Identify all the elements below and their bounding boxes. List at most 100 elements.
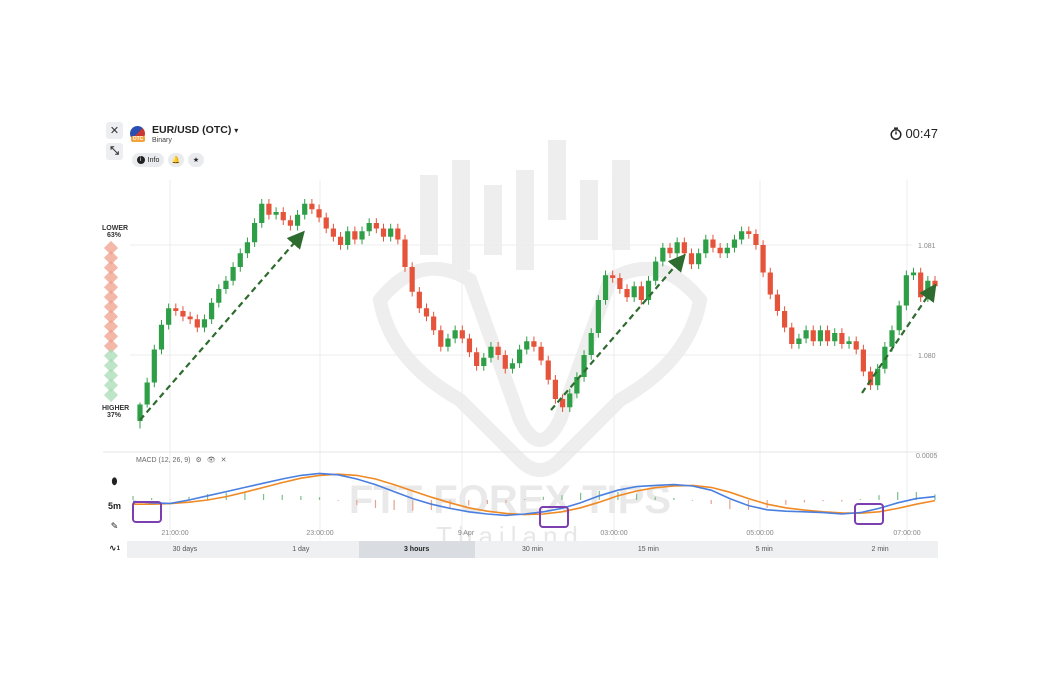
bull-candle [602,270,609,305]
close-icon[interactable]: ✕ [220,457,227,464]
candle-body [466,338,473,353]
indicators-icon[interactable]: ∿ 1 [109,543,120,553]
bull-candle [896,300,902,335]
bear-candle [173,303,179,316]
candle-body [724,247,730,254]
bull-candle [631,281,637,302]
bull-candle [645,276,652,305]
candle-body [653,261,659,281]
candle-body [638,286,644,300]
bear-candle [860,344,866,377]
bull-candle [488,342,494,363]
candle-body [889,330,895,347]
bear-candle [624,284,630,302]
crossover-highlight [132,501,162,523]
bull-candle [581,350,587,382]
bear-candle [545,355,551,385]
price-tick-label: 1.080 [918,353,936,360]
bear-candle [380,223,387,242]
bull-candle [166,303,172,330]
bull-candle [259,199,265,228]
candle-body [330,228,336,237]
asset-selector[interactable]: EUR/USD (OTC) ▾ [152,124,238,136]
candle-body [402,239,408,267]
candle-body [316,209,322,218]
candle-body [495,346,501,355]
bear-candle [459,325,465,344]
candle-body [631,286,637,298]
candle-body [366,223,372,232]
info-button[interactable]: i Info [132,153,164,167]
timeframe-option[interactable]: 2 min [871,546,889,553]
bull-candle [832,328,838,346]
bear-candle [309,199,315,214]
candle-body [903,275,909,306]
info-icon: i [136,156,145,164]
bull-candle [509,358,516,374]
bear-candle [760,240,766,278]
bear-candle [839,328,845,349]
indicators-badge: 1 [116,545,120,552]
otc-badge: OTC [131,136,145,142]
bull-candle [244,237,251,258]
timeframe-option[interactable]: 3 hours [358,541,475,558]
macd-label: MACD (12, 26, 9) [136,456,191,464]
eye-icon[interactable]: 👁 [206,457,216,464]
candle-body [774,294,781,311]
asset-type: Binary [152,137,172,144]
collapse-button[interactable]: ⤡ [106,143,123,160]
higher-segment [103,387,119,403]
bull-candle [294,210,301,231]
candle-body [796,338,802,344]
close-button[interactable]: ✕ [106,122,123,139]
pencil-icon[interactable]: ✎ [110,521,119,531]
bull-candle [739,226,745,245]
candle-body [187,316,193,320]
candle-body [266,203,272,215]
candle-body [567,393,573,408]
candle-body [667,247,673,254]
bull-candle [201,314,208,333]
alert-button[interactable]: 🔔 [168,153,184,167]
timeframe-option[interactable]: 5 min [755,546,773,553]
favorite-button[interactable]: ★ [188,153,204,167]
candle-body [753,234,759,245]
timeframe-button[interactable]: 5m [107,500,121,511]
candle-body [216,289,222,303]
candle-body [273,212,279,215]
bull-candle [846,336,852,349]
settings-icon[interactable]: ⚙ [195,457,202,464]
candle-body [180,311,186,317]
timeframe-option[interactable]: 15 min [637,546,659,553]
timeframe-option[interactable]: 30 min [521,546,543,553]
candle-body [516,349,523,364]
bear-candle [688,248,695,269]
bull-candle [345,226,351,250]
candle-body [846,341,852,344]
trend-arrow [861,283,937,394]
candle-body [194,319,200,328]
candle-body [552,379,559,399]
candle-body [459,330,465,339]
candle-body [201,319,208,328]
timeframe-option[interactable]: 30 days [172,546,198,553]
macd-line [132,472,936,517]
candle-body [860,349,866,372]
expiry-timer: 00:47 [890,126,938,141]
bear-candle [559,394,566,412]
timeframe-option[interactable]: 1 day [292,546,310,553]
candle-body [918,272,924,298]
candle-body [717,247,723,254]
bull-candle [731,234,738,253]
candle-body [824,330,831,342]
candle-body [789,327,795,344]
bear-candle [495,342,501,360]
time-tick-label: 9 Apr [458,530,475,537]
mouse-icon[interactable]: ⬮ [111,476,118,486]
bear-candle [330,223,336,242]
bear-candle [395,223,401,245]
candle-body [696,253,702,265]
timeframe-bar: 30 days 1 day 3 hours 30 min 15 min 5 min 2 mi… [127,541,938,558]
candle-body [244,242,251,254]
